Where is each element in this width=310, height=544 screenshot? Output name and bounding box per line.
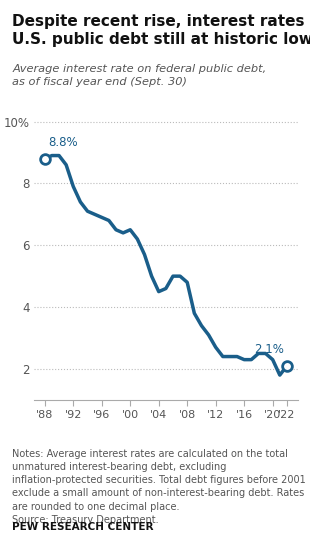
Text: Despite recent rise, interest rates on
U.S. public debt still at historic lows: Despite recent rise, interest rates on U… (12, 14, 310, 47)
Text: PEW RESEARCH CENTER: PEW RESEARCH CENTER (12, 522, 154, 532)
Text: 2.1%: 2.1% (254, 343, 284, 356)
Text: Average interest rate on federal public debt,
as of fiscal year end (Sept. 30): Average interest rate on federal public … (12, 64, 267, 86)
Text: Notes: Average interest rates are calculated on the total
unmatured interest-bea: Notes: Average interest rates are calcul… (12, 449, 306, 525)
Text: 8.8%: 8.8% (48, 137, 78, 150)
